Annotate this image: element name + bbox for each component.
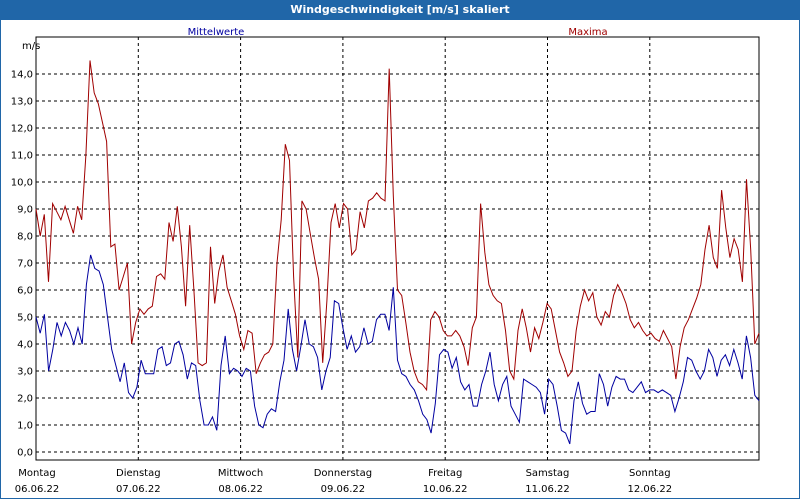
legend-maxima: Maxima [568, 27, 607, 38]
y-axis-unit: m/s [22, 41, 40, 52]
y-tick-labels: 0,0 1,0 2,0 3,0 4,0 5,0 6,0 7,0 8,0 9,0 10,0 11,0 12… [11, 70, 33, 459]
x-tick-date: 09.06.22 [321, 484, 366, 495]
x-tick-date: 06.06.22 [15, 484, 60, 495]
x-tick-date: 10.06.22 [423, 484, 468, 495]
y-tick-label: 9,0 [17, 205, 33, 216]
y-tick-label: 5,0 [17, 313, 33, 324]
y-tick-label: 6,0 [17, 286, 33, 297]
x-tick-day: Mittwoch [218, 468, 263, 479]
y-tick-label: 7,0 [17, 259, 33, 270]
y-tick-label: 3,0 [17, 367, 33, 378]
x-tick-day: Montag [18, 468, 55, 479]
y-tick-label: 2,0 [17, 394, 33, 405]
y-tick-label: 12,0 [11, 124, 33, 135]
y-tick-label: 14,0 [11, 70, 33, 81]
x-tick-day: Samstag [526, 468, 570, 479]
x-tick-day: Sonntag [629, 468, 671, 479]
grid-lines [36, 37, 759, 460]
y-tick-label: 0,0 [17, 448, 33, 459]
x-tick-date: 12.06.22 [628, 484, 673, 495]
x-tick-labels: Montag 06.06.22 Dienstag 07.06.22 Mittwoch 08… [15, 468, 672, 495]
x-tick-date: 08.06.22 [218, 484, 263, 495]
x-tick-day: Freitag [428, 468, 462, 479]
window-title: Windgeschwindigkeit [m/s] skaliert [0, 0, 800, 20]
plot-area [35, 36, 760, 461]
series-lines [35, 60, 760, 445]
y-tick-label: 1,0 [17, 421, 33, 432]
y-tick-label: 4,0 [17, 340, 33, 351]
series-line-mittelwerte [35, 254, 760, 445]
x-tick-date: 11.06.22 [525, 484, 570, 495]
x-tick-day: Dienstag [116, 468, 161, 479]
x-tick-day: Donnerstag [314, 468, 372, 479]
legend-mittelwerte: Mittelwerte [188, 27, 245, 38]
y-tick-label: 11,0 [11, 151, 33, 162]
y-tick-label: 10,0 [11, 178, 33, 189]
x-tick-date: 07.06.22 [116, 484, 161, 495]
y-tick-label: 13,0 [11, 97, 33, 108]
y-tick-label: 8,0 [17, 232, 33, 243]
series-line-maxima [35, 60, 760, 392]
